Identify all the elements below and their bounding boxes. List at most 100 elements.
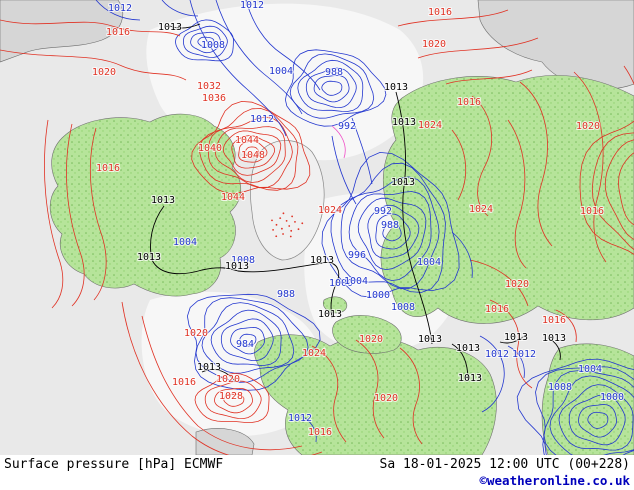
pressure-label: 1032 — [197, 81, 221, 92]
terrain-dot — [297, 228, 300, 231]
pressure-label: 1000 — [329, 278, 353, 289]
terrain-dot — [275, 223, 278, 226]
pressure-label: 992 — [338, 121, 356, 132]
high-pressure-isobar — [199, 108, 299, 191]
pressure-label: 1013 — [318, 309, 342, 320]
low-pressure-isobar — [313, 74, 350, 103]
red-isobar — [121, 301, 323, 455]
pressure-label: 1013 — [310, 255, 334, 266]
high-pressure-isobar — [231, 135, 276, 169]
red-isobar — [623, 65, 634, 86]
pressure-label: 1016 — [428, 7, 452, 18]
low-pressure-isobar — [230, 326, 266, 355]
low-pressure-isobar — [357, 197, 427, 271]
low-pressure-isobar — [182, 25, 228, 58]
pressure-label: 1024 — [302, 348, 326, 359]
pressure-label: 1028 — [219, 391, 243, 402]
pressure-label: 1004 — [269, 66, 293, 77]
land-southeast-texture — [542, 343, 634, 455]
black-isobar — [395, 91, 433, 345]
pressure-label: 1013 — [137, 252, 161, 263]
isobar-contours — [0, 0, 634, 455]
chart-datetime: Sa 18-01-2025 12:00 UTC (00+228) — [379, 457, 630, 472]
red-isobar — [519, 81, 553, 247]
footer-copyright-row: ©weatheronline.co.uk — [4, 473, 630, 489]
pressure-label: 1008 — [391, 302, 415, 313]
pressure-label: 1020 — [422, 39, 446, 50]
pressure-label: 1020 — [576, 121, 600, 132]
terrain-dot — [289, 235, 292, 238]
pressure-label: 1013 — [458, 373, 482, 384]
low-pressure-isobar — [382, 222, 402, 242]
low-pressure-isobar — [578, 404, 617, 438]
red-isobar — [471, 95, 492, 217]
ice-sheet — [250, 140, 325, 261]
low-pressure-isobar — [190, 31, 222, 54]
pressure-label: 1020 — [505, 279, 529, 290]
low-pressure-isobar — [174, 19, 234, 62]
pressure-label: 988 — [325, 67, 343, 78]
low-pressure-isobar — [330, 162, 446, 293]
blue-isobar — [161, 0, 199, 17]
terrain-dot — [288, 225, 291, 227]
red-isobar — [66, 123, 85, 307]
pressure-label: 1013 — [158, 22, 182, 33]
terrain-dot — [301, 222, 304, 225]
low-pressure-isobar — [375, 213, 411, 250]
pressure-label: 1004 — [344, 276, 368, 287]
pressure-label: 1016 — [485, 304, 509, 315]
pressure-label: 1020 — [359, 334, 383, 345]
pressure-label: 1013 — [392, 117, 416, 128]
red-isobar — [89, 127, 107, 301]
blue-isobar — [331, 135, 357, 205]
land-scandinavia-texture — [332, 315, 402, 354]
high-pressure-isobar — [214, 387, 253, 414]
pressure-label: 1016 — [172, 377, 196, 388]
high-pressure-isobar — [604, 139, 634, 240]
pressure-label: 1013 — [151, 195, 175, 206]
terrain-dot — [271, 219, 273, 222]
high-pressure-isobar — [194, 372, 270, 423]
pressure-label: 1012 — [288, 413, 312, 424]
low-pressure-isobar — [321, 80, 343, 96]
pressure-label: 1020 — [216, 374, 240, 385]
red-isobar — [573, 71, 607, 263]
footer-info-row: Surface pressure [hPa] ECMWF Sa 18-01-20… — [4, 456, 630, 473]
pressure-label: 1016 — [457, 97, 481, 108]
high-pressure-isobar — [618, 152, 634, 225]
pressure-label: 1012 — [485, 349, 509, 360]
blue-isobar — [479, 335, 505, 413]
red-isobar — [355, 339, 385, 439]
terrain-dot — [282, 212, 285, 215]
high-pressure-isobar — [191, 100, 311, 194]
blue-isobar — [215, 0, 303, 115]
pressure-label: 1024 — [469, 204, 493, 215]
pressure-label: 1044 — [235, 135, 259, 146]
high-pressure-isobar — [214, 126, 286, 183]
pressure-label: 1020 — [374, 393, 398, 404]
blue-isobar — [451, 231, 473, 279]
blue-isobar — [507, 345, 525, 379]
low-pressure-isobar — [535, 366, 634, 455]
land-top-right — [477, 0, 634, 90]
low-pressure-isobar — [195, 297, 309, 383]
red-isobar — [0, 19, 181, 37]
terrain-dot — [275, 235, 278, 238]
low-pressure-isobar — [289, 53, 375, 119]
low-pressure-isobar — [543, 370, 634, 455]
land-west-texture — [50, 114, 241, 297]
high-pressure-isobar — [579, 120, 634, 255]
black-isobar — [150, 205, 340, 319]
red-isobar — [311, 345, 347, 443]
low-pressure-isobar — [239, 333, 257, 347]
blue-isobar — [95, 0, 141, 21]
pink-isobar — [331, 125, 346, 159]
low-pressure-isobar — [201, 302, 295, 374]
chart-title: Surface pressure [hPa] ECMWF — [4, 457, 224, 472]
copyright-link[interactable]: ©weatheronline.co.uk — [479, 473, 630, 488]
pressure-label: 988 — [277, 289, 295, 300]
pressure-label: 1013 — [197, 362, 221, 373]
black-isobar — [451, 343, 469, 381]
black-isobar — [169, 23, 201, 29]
